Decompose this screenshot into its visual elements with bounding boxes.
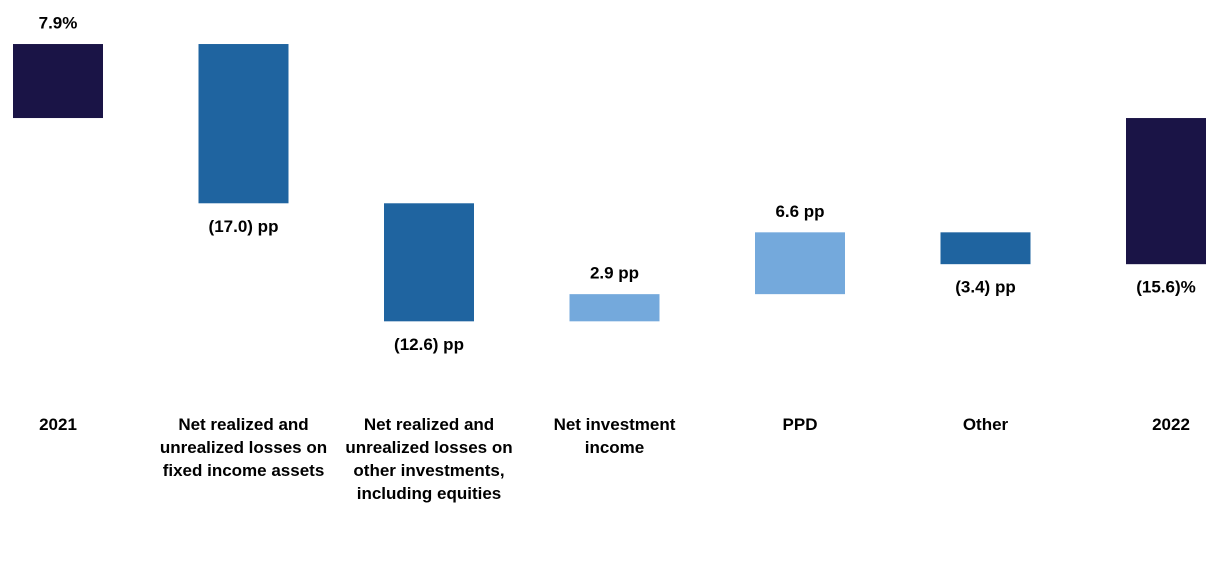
x-tick-label: Net realized and unrealized losses on fi… [159, 415, 328, 480]
value-label: 2.9 pp [590, 264, 639, 283]
bar [198, 44, 289, 204]
x-tick-label: 2022 [1152, 415, 1190, 434]
x-tick-label: Net investment income [553, 415, 676, 457]
x-tick-label: PPD [782, 415, 818, 434]
value-label: (15.6)% [1136, 278, 1196, 297]
bar [384, 203, 474, 322]
value-label: (3.4) pp [955, 278, 1015, 297]
x-tick-label: Net realized and unrealized losses on ot… [345, 415, 513, 503]
x-tick-label: Other [962, 415, 1009, 434]
bar [1126, 118, 1206, 265]
value-label: 6.6 pp [775, 202, 824, 221]
bar [755, 232, 845, 295]
bar [569, 294, 660, 322]
value-label: (17.0) pp [209, 217, 279, 236]
value-label: (12.6) pp [394, 335, 464, 354]
value-label: 7.9% [39, 14, 78, 33]
bar [13, 44, 103, 119]
x-tick-label: 2021 [39, 415, 77, 434]
bar [940, 232, 1031, 265]
